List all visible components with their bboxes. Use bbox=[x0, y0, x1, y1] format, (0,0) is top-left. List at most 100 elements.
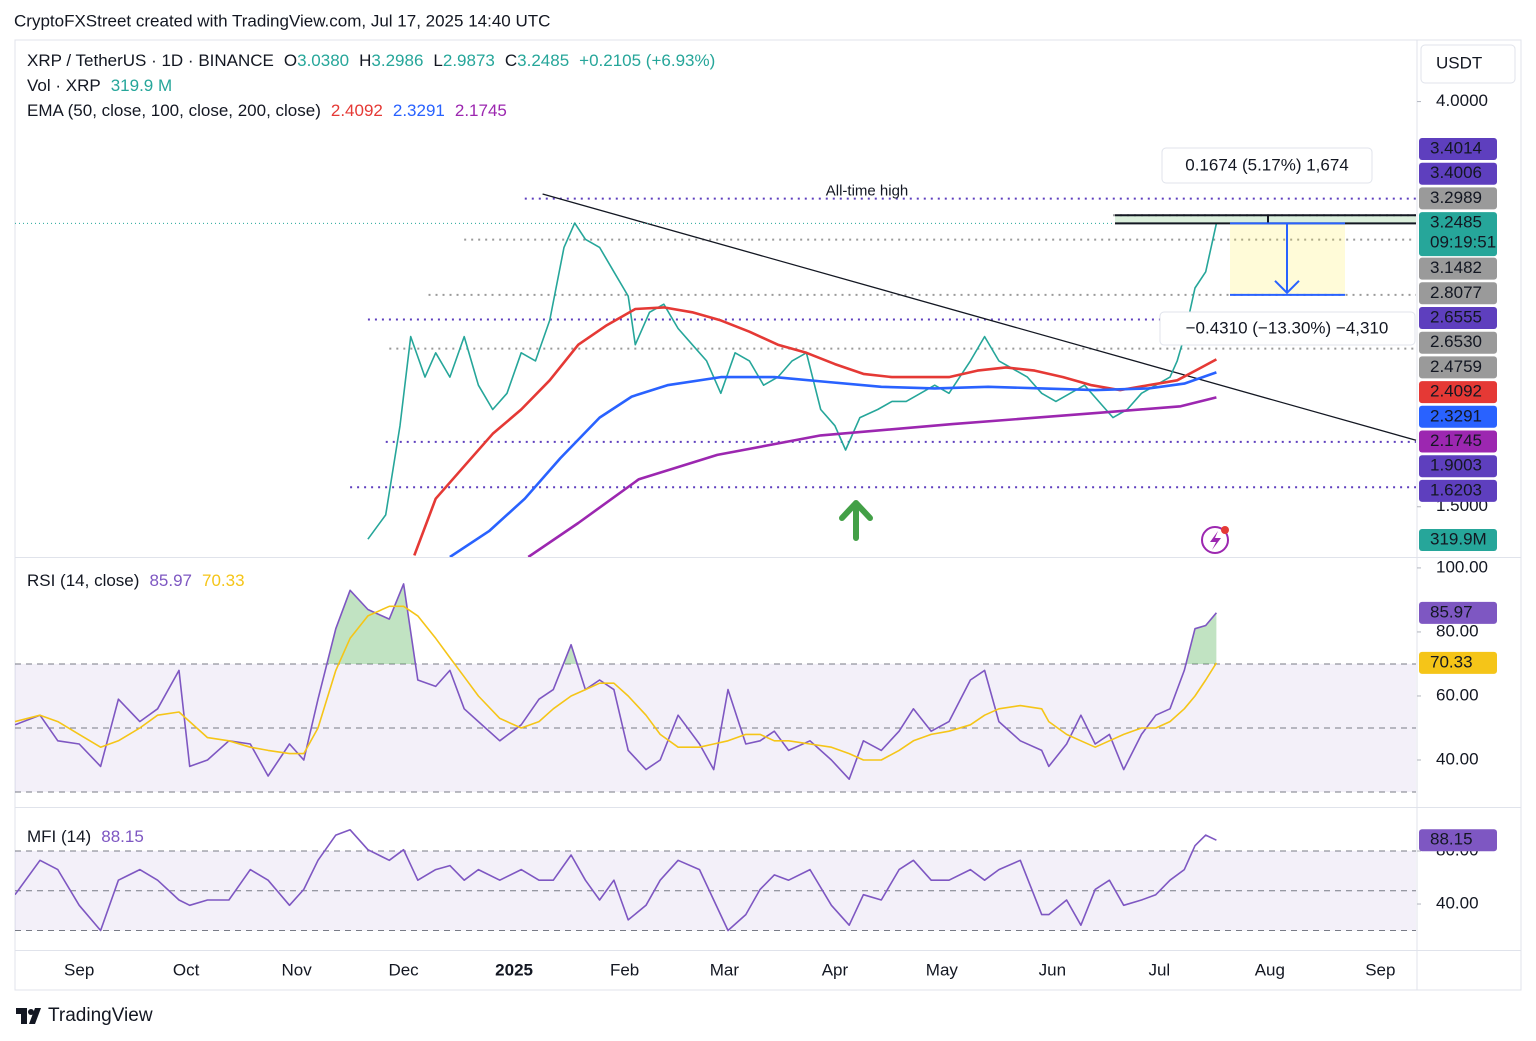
volume-value: 319.9 M bbox=[111, 76, 172, 95]
price-tag-label: 2.4759 bbox=[1430, 357, 1482, 376]
pane-0 bbox=[15, 193, 1417, 557]
x-tick-label: Nov bbox=[282, 960, 313, 979]
change: +0.2105 (+6.93%) bbox=[579, 51, 715, 70]
ohlc-value: 3.0380 bbox=[297, 51, 349, 70]
pane-1 bbox=[15, 583, 1416, 793]
ohlc-value: 3.2986 bbox=[371, 51, 423, 70]
price-tag bbox=[1419, 212, 1497, 257]
rsi-ma-value: 70.33 bbox=[202, 571, 245, 590]
price-tag bbox=[1419, 529, 1497, 551]
ema-value: 2.3291 bbox=[393, 101, 445, 120]
x-tick-label: Oct bbox=[173, 960, 200, 979]
x-tick-label: Aug bbox=[1255, 960, 1285, 979]
unit-label: USDT bbox=[1436, 53, 1482, 72]
price-tag-label: 319.9M bbox=[1430, 529, 1487, 548]
ohlc-key: O bbox=[284, 51, 297, 70]
chart-frame bbox=[14, 39, 1522, 991]
measure-up-label: 0.1674 (5.17%) 1,674 bbox=[1185, 155, 1349, 174]
up-arrow-icon bbox=[839, 500, 873, 541]
volume-legend: Vol · XRP 319.9 M bbox=[27, 76, 172, 95]
x-tick-label: Dec bbox=[388, 960, 419, 979]
price-tag bbox=[1419, 479, 1497, 502]
rsi-label: RSI (14, close) bbox=[27, 571, 139, 590]
series-line bbox=[15, 605, 1218, 761]
measure-down-label-box bbox=[1159, 311, 1416, 346]
price-tag-label: 3.4006 bbox=[1430, 163, 1482, 182]
price-tag bbox=[1419, 356, 1497, 379]
x-tick-label: Sep bbox=[1365, 960, 1395, 979]
measure-up-label-box bbox=[1161, 147, 1373, 184]
symbol: XRP / TetherUS · 1D · BINANCE bbox=[27, 51, 274, 70]
price-tag-label: 2.1745 bbox=[1430, 431, 1482, 450]
series-line bbox=[413, 306, 1218, 556]
header: CryptoFXStreet created with TradingView.… bbox=[14, 11, 550, 30]
mfi-legend: MFI (14) 88.15 bbox=[27, 827, 144, 846]
price-tag-label: 3.2485 bbox=[1430, 213, 1482, 232]
pane-2 bbox=[15, 829, 1416, 932]
y-tick-label: 60.00 bbox=[1436, 685, 1479, 704]
series-line bbox=[367, 222, 1218, 540]
y-tick-label: 80.00 bbox=[1436, 621, 1479, 640]
rsi-value: 85.97 bbox=[149, 571, 192, 590]
series-line bbox=[527, 396, 1217, 557]
price-tag bbox=[1419, 331, 1497, 354]
plot-layer bbox=[15, 193, 1417, 932]
price-tag bbox=[1419, 430, 1497, 453]
ema-label: EMA (50, close, 100, close, 200, close) bbox=[27, 101, 321, 120]
price-tag bbox=[1419, 138, 1497, 160]
mfi-label: MFI (14) bbox=[27, 827, 91, 846]
footer-brand: TradingView bbox=[48, 1005, 153, 1026]
price-tag bbox=[1419, 187, 1497, 210]
price-tag-label: 1.6203 bbox=[1430, 480, 1482, 499]
price-tag bbox=[1419, 257, 1497, 280]
unit-box[interactable] bbox=[1420, 44, 1516, 84]
ohlc-key: C bbox=[505, 51, 517, 70]
price-tag bbox=[1419, 282, 1497, 305]
x-tick-label: 2025 bbox=[495, 960, 533, 979]
price-tag-label: 2.6555 bbox=[1430, 307, 1482, 326]
x-tick-label: Jul bbox=[1148, 960, 1170, 979]
footer-logo-dot bbox=[28, 1009, 34, 1015]
x-tick-label: May bbox=[926, 960, 959, 979]
ohlc-key: L bbox=[433, 51, 442, 70]
price-tag-label: 3.2989 bbox=[1430, 188, 1482, 207]
price-tag bbox=[1419, 455, 1497, 478]
volume-label: Vol · XRP bbox=[27, 76, 101, 95]
price-tag bbox=[1419, 307, 1497, 329]
price-tag-label: 3.4014 bbox=[1430, 138, 1482, 157]
price-tag-label: 2.6530 bbox=[1430, 332, 1482, 351]
ath-label: All-time high bbox=[826, 183, 909, 200]
price-tag-label: 70.33 bbox=[1430, 652, 1473, 671]
price-tag-label: 1.9003 bbox=[1430, 456, 1482, 475]
price-tag-label: 09:19:51 bbox=[1430, 233, 1496, 252]
price-legend: XRP / TetherUS · 1D · BINANCE O3.0380 H3.2… bbox=[27, 51, 715, 70]
ema-value: 2.4092 bbox=[331, 101, 383, 120]
price-tag-label: 88.15 bbox=[1430, 830, 1473, 849]
series-line bbox=[449, 371, 1217, 557]
series-line bbox=[15, 829, 1217, 932]
price-tag bbox=[1419, 829, 1497, 852]
alert-icon-bolt bbox=[1210, 531, 1221, 550]
ema-value: 2.1745 bbox=[455, 101, 507, 120]
trend-line bbox=[542, 193, 1417, 441]
x-tick-label: Feb bbox=[610, 960, 639, 979]
x-tick-label: Sep bbox=[64, 960, 94, 979]
price-tag bbox=[1419, 601, 1497, 624]
ohlc-value: 3.2485 bbox=[517, 51, 569, 70]
price-tag bbox=[1419, 381, 1497, 404]
price-tag-label: 85.97 bbox=[1430, 602, 1473, 621]
price-tag-label: 2.3291 bbox=[1430, 406, 1482, 425]
ohlc-value: 2.9873 bbox=[443, 51, 495, 70]
alert-dot bbox=[1221, 526, 1229, 534]
mfi-value: 88.15 bbox=[101, 827, 144, 846]
price-tag bbox=[1419, 162, 1497, 185]
measure-down-label: −0.4310 (−13.30%) −4,310 bbox=[1186, 318, 1389, 337]
ema-legend: EMA (50, close, 100, close, 200, close) 2… bbox=[27, 101, 507, 120]
measure-up-box bbox=[1115, 215, 1416, 224]
x-tick-label: Mar bbox=[710, 960, 740, 979]
footer-logo bbox=[16, 1008, 41, 1024]
rsi-legend: RSI (14, close) 85.97 70.33 bbox=[27, 571, 245, 590]
price-tag bbox=[1419, 651, 1497, 674]
y-tick-label: 100.00 bbox=[1436, 557, 1488, 576]
